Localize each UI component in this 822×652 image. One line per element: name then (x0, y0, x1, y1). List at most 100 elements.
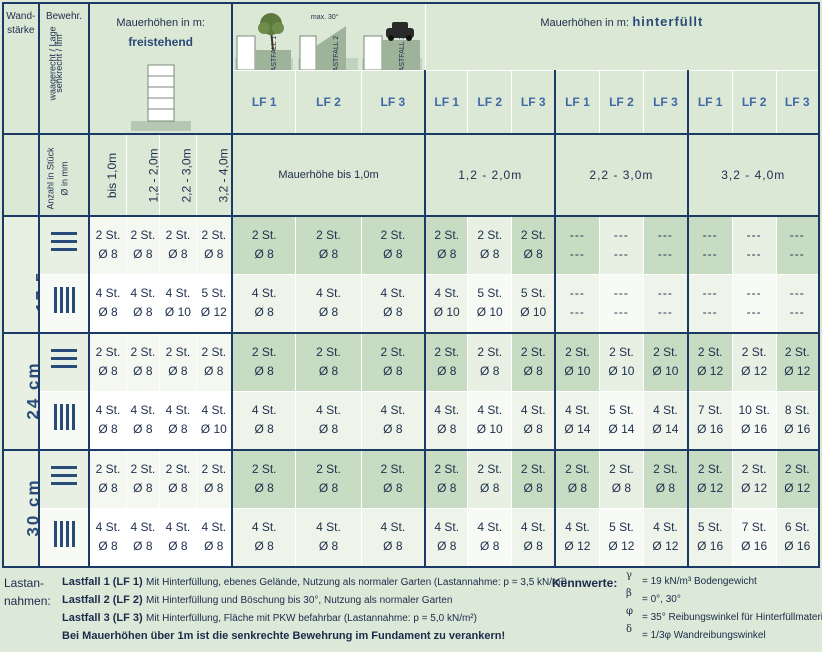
empty-diameter: --- (613, 305, 629, 320)
bar-diameter: Ø 8 (383, 481, 403, 496)
bar-count: 2 St. (165, 462, 191, 477)
bar-diameter: Ø 16 (697, 422, 724, 437)
bar-diameter: Ø 14 (564, 422, 591, 437)
value-cell: 2 St. Ø 12 (731, 449, 777, 509)
value-cell: 4 St. Ø 8 (295, 273, 362, 334)
bar-count: 2 St. (130, 462, 156, 477)
lf3-text: Mit Hinterfüllung, Fläche mit PKW befahr… (146, 613, 477, 624)
bar-count: 4 St. (434, 286, 460, 301)
bar-diameter: Ø 8 (204, 481, 224, 496)
bar-count: 2 St. (520, 228, 546, 243)
empty-diameter: --- (746, 247, 762, 262)
bar-count: 5 St. (477, 286, 503, 301)
bar-diameter: Ø 8 (318, 305, 339, 320)
bar-diameter: Ø 8 (437, 422, 457, 437)
empty-count: --- (746, 286, 762, 301)
bar-diameter: Ø 10 (652, 364, 679, 379)
bar-diameter: Ø 12 (564, 539, 591, 554)
bar-diameter: Ø 14 (608, 422, 635, 437)
empty-diameter: --- (657, 305, 673, 320)
bar-count: 2 St. (201, 345, 227, 360)
bar-diameter: Ø 8 (383, 539, 403, 554)
bar-count: 4 St. (251, 520, 277, 535)
value-cell: 4 St. Ø 8 (231, 390, 297, 451)
hinterfuellt-word: hinterfüllt (632, 14, 704, 29)
bar-count: 6 St. (784, 520, 810, 535)
value-cell: 4 St. Ø 12 (643, 507, 689, 568)
free-height-3: 2,2 - 3,0m (159, 133, 197, 217)
empty-count: --- (789, 228, 805, 243)
legend-note: Bei Mauerhöhen über 1m ist die senkrecht… (62, 630, 506, 642)
value-cell: 4 St. Ø 8 (424, 390, 469, 451)
value-cell: 4 St. Ø 8 (231, 507, 297, 568)
horizontal-bars-icon (38, 449, 91, 509)
value-cell: 2 St. Ø 8 (159, 332, 197, 392)
bar-diameter: Ø 8 (254, 481, 274, 496)
bar-count: 2 St. (477, 345, 503, 360)
lf1-text: Mit Hinterfüllung, ebenes Gelände, Nutzu… (146, 577, 568, 588)
value-cell: 2 St. Ø 12 (731, 332, 777, 392)
value-cell: 2 St. Ø 8 (424, 215, 469, 275)
phi-symbol: φ (626, 606, 634, 617)
lf-g1-1: LF 1 (424, 70, 469, 135)
value-cell: 4 St. Ø 8 (159, 507, 197, 568)
gamma-symbol: γ (626, 570, 632, 581)
value-cell: 2 St. Ø 8 (424, 449, 469, 509)
value-cell: 4 St. Ø 8 (88, 507, 127, 568)
value-cell: 4 St. Ø 14 (554, 390, 600, 451)
lastfall-2-img-label: LASTFALL 2 (333, 35, 341, 71)
bar-count: 2 St. (434, 462, 460, 477)
value-cell: --- --- (686, 273, 733, 334)
bar-count: 2 St. (201, 228, 227, 243)
bar-diameter: Ø 8 (254, 305, 274, 320)
bar-diameter: Ø 10 (476, 422, 503, 437)
value-cell: 4 St. Ø 8 (125, 273, 161, 334)
value-cell: 2 St. Ø 8 (88, 332, 127, 392)
value-cell: 7 St. Ø 16 (686, 390, 733, 451)
value-cell: 5 St. Ø 10 (511, 273, 556, 334)
bar-diameter: Ø 8 (523, 539, 543, 554)
value-cell: --- --- (643, 215, 689, 275)
bar-count: 2 St. (565, 462, 590, 477)
bar-count: 2 St. (653, 462, 678, 477)
thickness-blank (2, 133, 40, 217)
bar-diameter: Ø 8 (567, 481, 588, 496)
freistehend-header: Mauerhöhen in m: freistehend (88, 2, 233, 135)
empty-count: --- (569, 286, 585, 301)
value-cell: 2 St. Ø 10 (643, 332, 689, 392)
bar-count: 2 St. (165, 345, 191, 360)
bar-diameter: Ø 8 (168, 364, 188, 379)
bar-diameter: Ø 8 (318, 422, 339, 437)
value-cell: 2 St. Ø 8 (195, 449, 233, 509)
value-cell: 2 St. Ø 8 (159, 449, 197, 509)
bar-count: 2 St. (477, 228, 503, 243)
value-cell: 2 St. Ø 8 (125, 215, 161, 275)
durchmesser-label: Ø in mm (59, 161, 70, 196)
vertical-bars-icon (38, 390, 91, 451)
bar-diameter: Ø 8 (318, 481, 339, 496)
value-cell: --- --- (554, 215, 600, 275)
bar-count: 4 St. (130, 403, 156, 418)
value-cell: 2 St. Ø 8 (511, 449, 556, 509)
bar-diameter: Ø 12 (652, 539, 679, 554)
value-cell: 4 St. Ø 8 (360, 273, 426, 334)
group-height-1: Mauerhöhe bis 1,0m (231, 133, 426, 217)
bar-diameter: Ø 12 (697, 364, 724, 379)
bar-diameter: Ø 8 (98, 481, 118, 496)
value-cell: 2 St. Ø 8 (231, 215, 297, 275)
free-height-3-text: 2,2 - 3,0m (179, 147, 194, 203)
value-cell: 4 St. Ø 10 (424, 273, 469, 334)
lastfall-3-car-icon (361, 22, 422, 70)
value-cell: 2 St. Ø 8 (231, 449, 297, 509)
bar-diameter: Ø 10 (608, 364, 635, 379)
value-cell: --- --- (731, 215, 777, 275)
lf-g2-1: LF 1 (554, 70, 600, 135)
lf-label-3: LF 3 (360, 70, 426, 135)
bar-diameter: Ø 8 (480, 539, 500, 554)
empty-diameter: --- (569, 305, 585, 320)
empty-count: --- (613, 286, 629, 301)
bar-diameter: Ø 14 (652, 422, 679, 437)
lastfall-images: LASTFALL 1 max. 30° LASTFALL 2 (231, 2, 426, 72)
bar-diameter: Ø 12 (200, 305, 227, 320)
